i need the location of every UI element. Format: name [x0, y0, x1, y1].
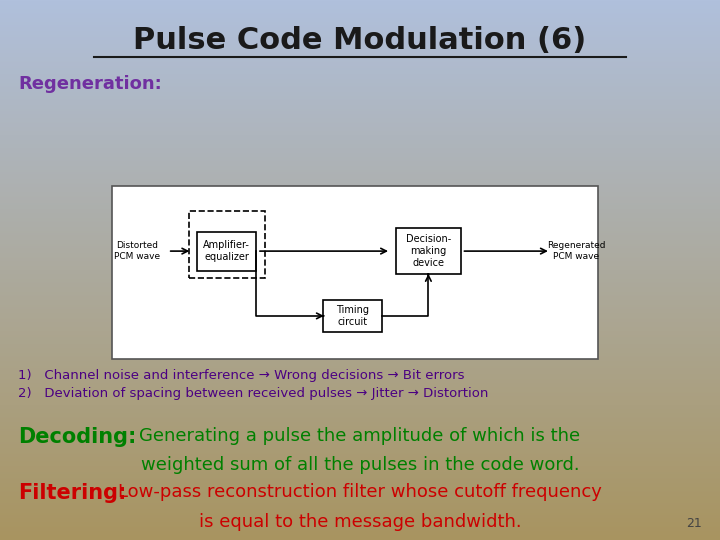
Text: Generating a pulse the amplitude of which is the: Generating a pulse the amplitude of whic…: [140, 427, 580, 444]
Text: Timing
circuit: Timing circuit: [336, 305, 369, 327]
Text: 1)   Channel noise and interference → Wrong decisions → Bit errors: 1) Channel noise and interference → Wron…: [18, 369, 464, 382]
Text: weighted sum of all the pulses in the code word.: weighted sum of all the pulses in the co…: [140, 456, 580, 474]
Text: Filtering:: Filtering:: [18, 483, 127, 503]
Text: 2)   Deviation of spacing between received pulses → Jitter → Distortion: 2) Deviation of spacing between received…: [18, 387, 488, 400]
Text: Amplifier-
equalizer: Amplifier- equalizer: [203, 240, 251, 262]
Bar: [323, 300, 382, 332]
Text: Regeneration:: Regeneration:: [18, 75, 162, 93]
Text: Low-pass reconstruction filter whose cutoff frequency: Low-pass reconstruction filter whose cut…: [118, 483, 602, 501]
Text: Regenerated
PCM wave: Regenerated PCM wave: [546, 241, 606, 261]
Bar: [112, 186, 598, 359]
Bar: [396, 228, 461, 274]
Text: Decision-
making
device: Decision- making device: [406, 234, 451, 268]
Text: Decoding:: Decoding:: [18, 427, 136, 447]
Bar: [197, 232, 256, 271]
Text: Distorted
PCM wave: Distorted PCM wave: [114, 241, 160, 261]
Text: 21: 21: [686, 517, 702, 530]
Text: Pulse Code Modulation (6): Pulse Code Modulation (6): [133, 26, 587, 55]
Bar: [189, 211, 265, 279]
Text: is equal to the message bandwidth.: is equal to the message bandwidth.: [199, 513, 521, 531]
